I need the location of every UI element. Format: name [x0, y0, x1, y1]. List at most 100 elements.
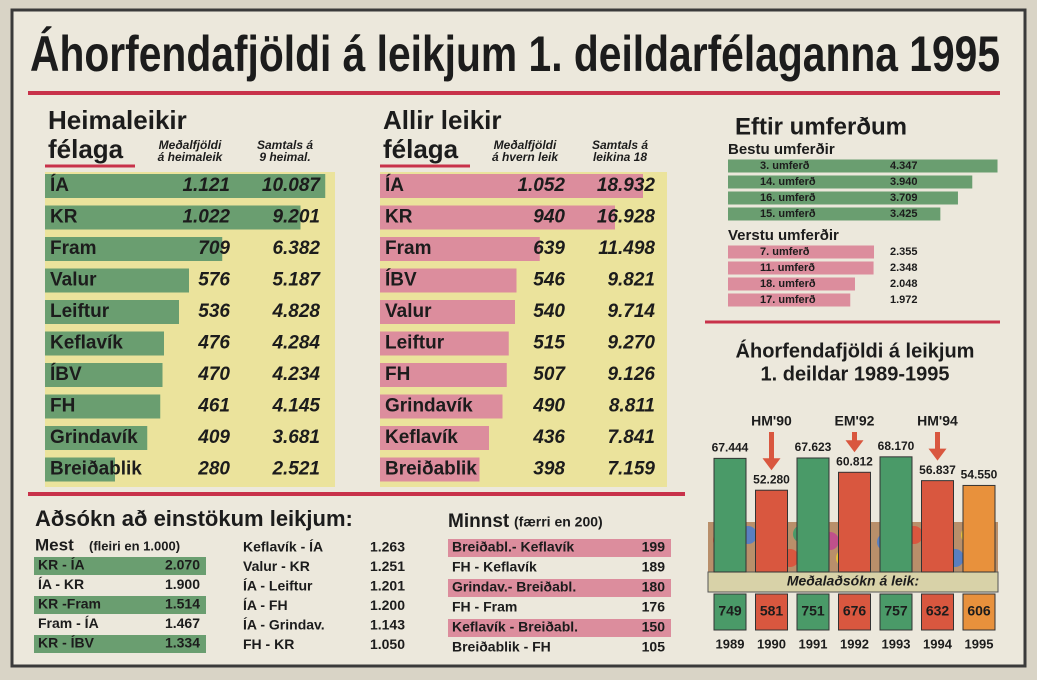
team-name: Keflavík — [385, 427, 458, 448]
team-name: FH — [385, 364, 410, 385]
total: 16.928 — [597, 207, 656, 228]
round-label: 18. umferð — [760, 278, 816, 290]
round-label: 16. umferð — [760, 192, 816, 204]
total: 9.714 — [607, 301, 655, 322]
total: 11.498 — [598, 238, 655, 259]
average: 940 — [533, 207, 565, 228]
section-heading: Aðsókn að einstökum leikjum: — [35, 506, 353, 531]
table-heading: félaga — [383, 134, 459, 164]
match-value: 150 — [642, 619, 666, 635]
bar — [728, 159, 998, 173]
bar — [755, 489, 788, 573]
team-name: Grindavík — [50, 427, 138, 448]
match-name: Keflavík - Breiðabl. — [452, 619, 578, 635]
row-highlight — [34, 635, 206, 653]
match-name: Fram - ÍA — [38, 615, 99, 631]
total: 4.145 — [271, 396, 320, 417]
average: 1.022 — [182, 207, 230, 228]
average-box — [921, 593, 954, 631]
group-heading: Bestu umferðir — [728, 141, 835, 158]
team-name: Leiftur — [385, 333, 445, 354]
bar — [380, 300, 515, 324]
column-header: leikina 18 — [593, 150, 647, 164]
bar — [45, 457, 115, 482]
team-name: FH — [50, 396, 75, 417]
round-value: 4.347 — [890, 160, 918, 172]
bar — [728, 207, 941, 221]
round-label: 15. umferð — [760, 208, 816, 220]
match-name: KR - ÍA — [38, 557, 85, 573]
team-name: Valur — [50, 270, 97, 291]
team-name: KR — [50, 207, 78, 228]
match-value: 176 — [642, 599, 666, 615]
column-header: Meðalfjöldi — [159, 138, 222, 152]
bar — [921, 480, 954, 573]
value-label: 67.623 — [795, 440, 832, 454]
average: 515 — [533, 333, 565, 354]
bar — [380, 426, 489, 450]
bar — [45, 268, 189, 293]
team-name: Leiftur — [50, 301, 110, 322]
team-name: KR — [385, 207, 413, 228]
match-name: Valur - KR — [243, 558, 310, 574]
bar — [728, 261, 874, 275]
match-name: FH - KR — [243, 636, 294, 652]
total: 10.087 — [262, 175, 322, 196]
average: 1.121 — [182, 175, 230, 196]
annotation: EM'92 — [835, 413, 875, 429]
round-label: 14. umferð — [760, 176, 816, 188]
average: 639 — [533, 238, 565, 259]
annotation-arrowhead — [928, 448, 947, 461]
team-name: Fram — [385, 238, 431, 259]
column-header: 9 heimal. — [259, 150, 310, 164]
average-label: 757 — [884, 603, 908, 619]
averages-label: Meðalaðsókn á leik: — [787, 573, 919, 589]
total: 3.681 — [272, 427, 320, 448]
match-value: 1.201 — [370, 578, 405, 594]
team-name: Grindavík — [385, 396, 473, 417]
average-box — [962, 593, 996, 631]
match-name: FH - Fram — [452, 599, 517, 615]
average: 470 — [197, 364, 230, 385]
total: 7.841 — [607, 427, 655, 448]
bar — [728, 293, 851, 307]
total: 9.270 — [607, 333, 655, 354]
round-value: 3.425 — [890, 208, 918, 220]
bar — [45, 426, 148, 450]
average: 461 — [197, 396, 230, 417]
match-value: 105 — [642, 639, 666, 655]
match-value: 199 — [642, 539, 666, 555]
average: 398 — [533, 459, 565, 480]
annotation-arrowhead — [845, 440, 864, 453]
average: 1.052 — [517, 175, 565, 196]
match-value: 1.334 — [165, 635, 200, 651]
x-tick-label: 1994 — [923, 636, 953, 651]
column-header: Samtals á — [592, 138, 648, 152]
total: 6.382 — [272, 238, 320, 259]
total: 9.821 — [607, 270, 655, 291]
bar — [380, 237, 540, 261]
match-name: Breiðabl.- Keflavík — [452, 539, 574, 555]
row-highlight — [448, 539, 671, 557]
match-name: ÍA - Leiftur — [243, 578, 313, 594]
average: 540 — [533, 301, 565, 322]
match-value: 2.070 — [165, 557, 200, 573]
average-box — [879, 593, 913, 631]
group-note: (færri en 200) — [514, 514, 603, 530]
group-note: (fleiri en 1.000) — [89, 538, 180, 553]
column-header: á hvern leik — [492, 150, 559, 164]
x-tick-label: 1990 — [757, 636, 786, 651]
average-label: 751 — [801, 603, 825, 619]
bar — [45, 174, 326, 198]
match-name: ÍA - Grindav. — [243, 617, 325, 633]
average-label: 606 — [967, 603, 991, 619]
match-name: Grindav.- Breiðabl. — [452, 579, 576, 595]
total: 9.201 — [272, 207, 320, 228]
total: 2.521 — [271, 459, 320, 480]
bar — [838, 471, 871, 573]
bar — [45, 300, 179, 324]
round-value: 1.972 — [890, 294, 918, 306]
match-name: Breiðablik - FH — [452, 639, 551, 655]
total: 4.284 — [271, 333, 320, 354]
